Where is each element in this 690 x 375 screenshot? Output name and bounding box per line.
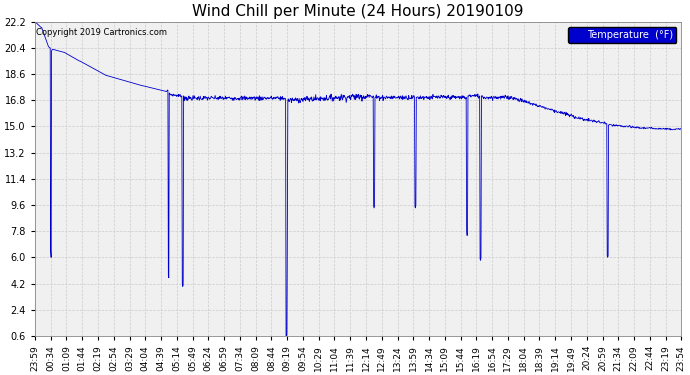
Legend: Temperature  (°F): Temperature (°F)	[568, 27, 676, 44]
Text: Copyright 2019 Cartronics.com: Copyright 2019 Cartronics.com	[37, 28, 167, 37]
Title: Wind Chill per Minute (24 Hours) 20190109: Wind Chill per Minute (24 Hours) 2019010…	[193, 4, 524, 19]
